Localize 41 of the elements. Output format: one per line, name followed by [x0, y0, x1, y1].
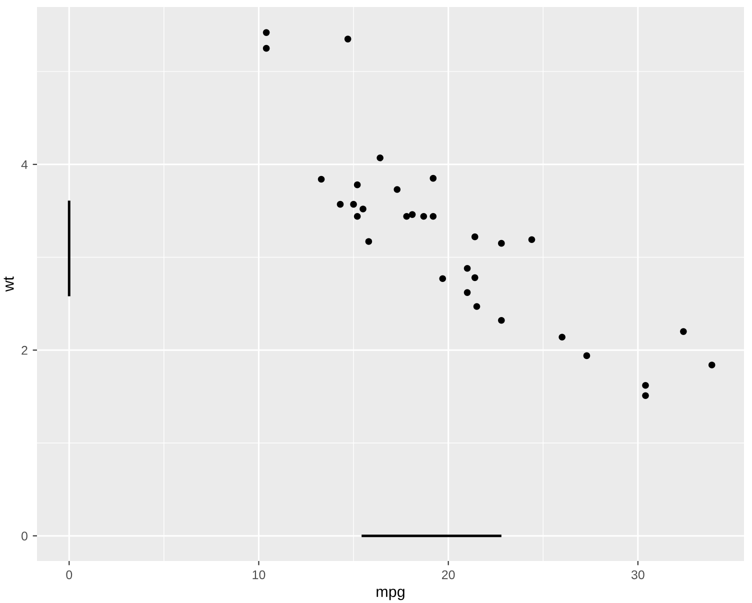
point: [680, 328, 687, 335]
point: [394, 186, 401, 193]
x-axis-title: mpg: [376, 588, 404, 600]
point: [471, 274, 478, 282]
x-tick-label: 10: [252, 570, 266, 580]
point: [408, 211, 416, 218]
point: [473, 303, 480, 310]
point: [464, 289, 471, 296]
y-tick-label: 4: [21, 160, 28, 169]
x-tick-label: 0: [66, 570, 72, 580]
y-tick-label: 0: [22, 532, 28, 540]
point: [464, 265, 471, 272]
point: [498, 240, 505, 247]
point: [430, 174, 437, 182]
point: [430, 212, 437, 220]
point: [439, 275, 446, 282]
point: [354, 212, 361, 220]
y-tick-label: 2: [22, 346, 28, 355]
point: [262, 44, 270, 52]
point: [558, 334, 566, 341]
x-tick-label: 20: [442, 570, 455, 580]
point: [354, 181, 361, 188]
point: [365, 238, 372, 245]
point: [498, 317, 505, 324]
point: [528, 236, 536, 244]
point: [471, 233, 478, 240]
point: [642, 392, 649, 400]
point: [583, 352, 590, 360]
point: [376, 154, 384, 162]
y-axis-title: wt: [4, 276, 14, 292]
point: [336, 200, 344, 208]
point: [360, 206, 366, 212]
x-tick-label: 30: [631, 570, 644, 580]
point: [262, 29, 270, 36]
point: [403, 212, 410, 220]
point: [420, 212, 428, 220]
point: [344, 36, 352, 42]
point: [708, 362, 716, 368]
point: [318, 176, 325, 183]
point: [642, 382, 649, 389]
point: [350, 200, 357, 208]
